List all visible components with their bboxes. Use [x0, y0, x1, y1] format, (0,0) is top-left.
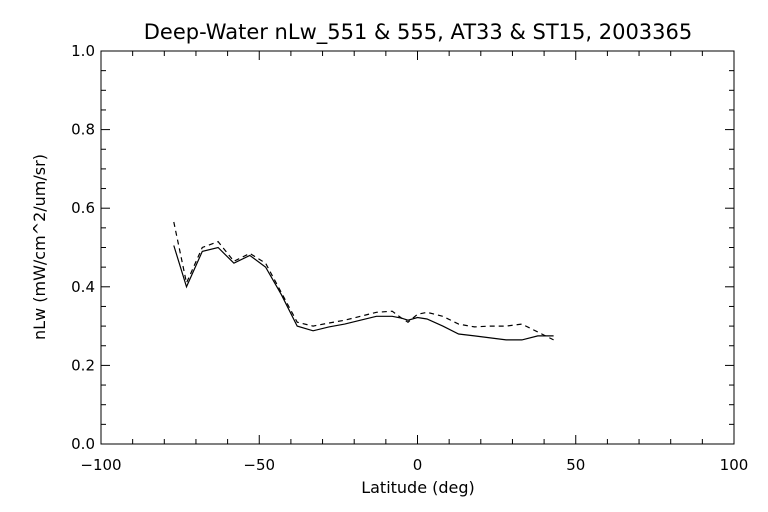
x-axis-label: Latitude (deg): [361, 478, 475, 497]
y-tick-label: 0.0: [71, 435, 95, 453]
y-tick-label: 0.6: [71, 199, 95, 217]
y-tick-label: 0.2: [71, 356, 95, 374]
x-tick-label: 0: [413, 456, 423, 474]
x-tick-label: 100: [720, 456, 749, 474]
series-layer: [173, 221, 554, 341]
x-tick-label: −100: [80, 456, 121, 474]
y-tick-label: 0.4: [71, 278, 95, 296]
y-tick-labels: 0.0 0.2 0.4 0.6 0.8 1.0: [71, 42, 95, 453]
chart-title: Deep-Water nLw_551 & 555, AT33 & ST15, 2…: [144, 20, 693, 45]
axis-ticks: [100, 50, 735, 445]
x-tick-label: 50: [566, 456, 585, 474]
x-tick-label: −50: [243, 456, 275, 474]
x-tick-labels: −100 −50 0 50 100: [80, 456, 748, 474]
y-axis-label: nLw (mW/cm^2/um/sr): [30, 154, 49, 340]
y-tick-label: 0.8: [71, 121, 95, 139]
series-line-dashed: [173, 221, 554, 341]
plot-frame: [100, 50, 735, 445]
series-line-solid: [173, 245, 554, 341]
y-tick-label: 1.0: [71, 42, 95, 60]
